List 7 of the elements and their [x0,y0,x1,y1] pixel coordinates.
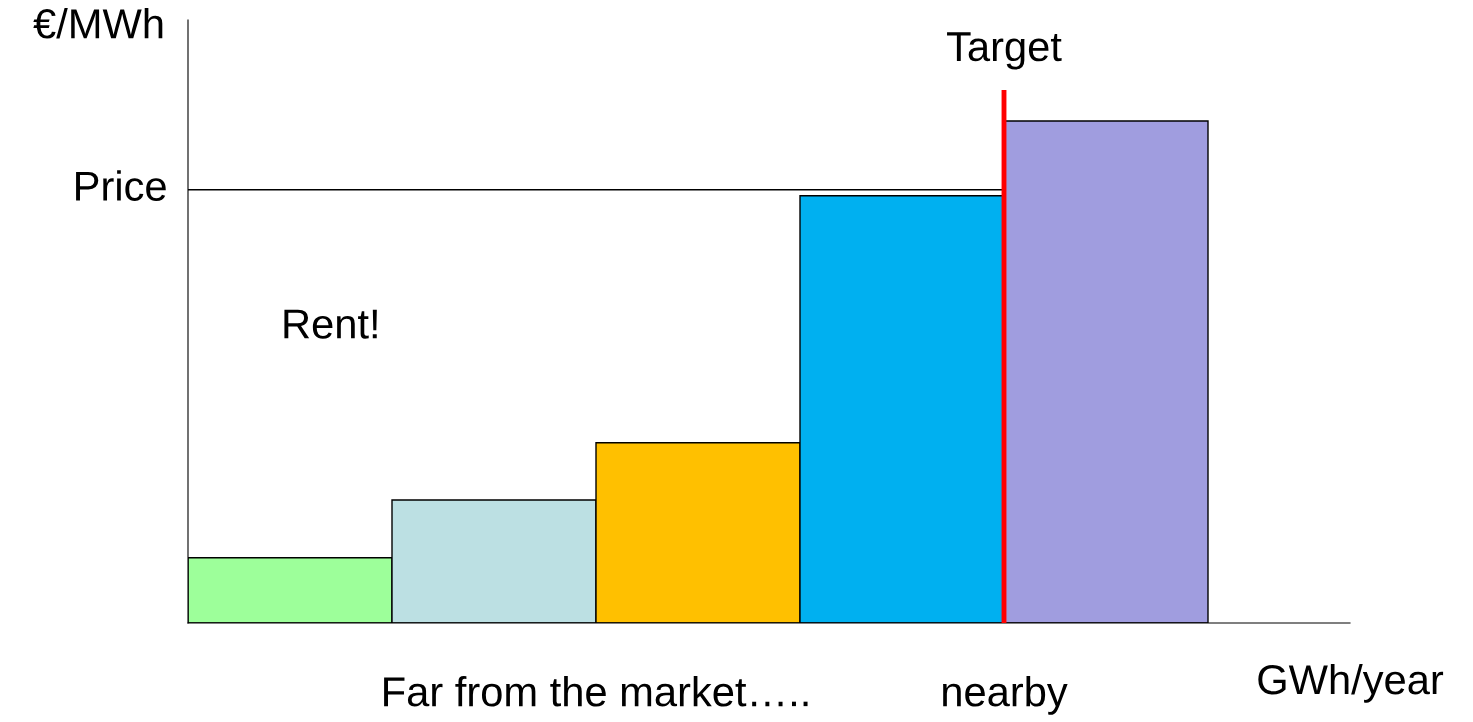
x-axis-title: GWh/year [1258,663,1444,703]
ref-line-label: Price [76,170,166,201]
text: nearby [943,675,1068,715]
text: Far from the market….. [384,675,808,707]
text: Target [947,32,1062,70]
annotation: Rent! [284,309,377,339]
y-axis-title: €/MWh [33,8,163,39]
